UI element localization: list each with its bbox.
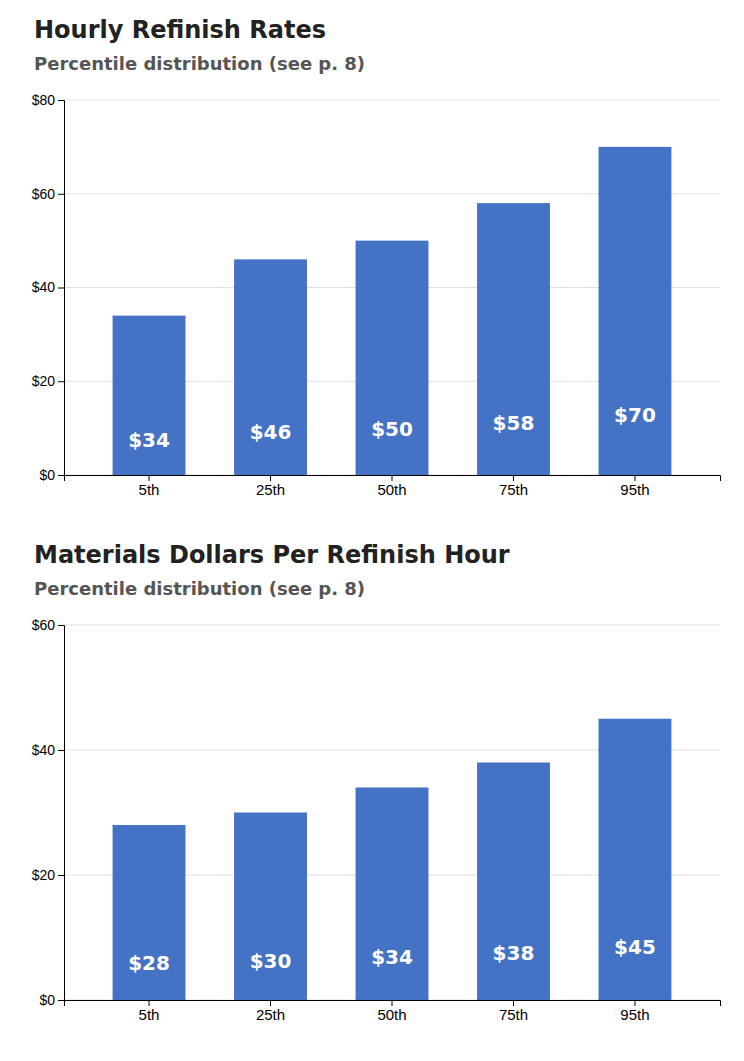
- y-tick: $40: [32, 279, 64, 295]
- y-tick-label: $0: [39, 992, 55, 1008]
- y-tick-label: $60: [32, 617, 56, 633]
- y-tick-mark: [58, 625, 64, 626]
- x-tick: 95th: [620, 1000, 649, 1023]
- y-tick: $40: [32, 742, 64, 758]
- y-tick-mark: [58, 1000, 64, 1001]
- y-tick-label: $40: [32, 742, 56, 758]
- x-tick-label: 5th: [139, 481, 160, 498]
- bar: [356, 788, 429, 1001]
- bar: [477, 763, 550, 1001]
- data-label: $38: [493, 941, 535, 965]
- y-axis-line: [58, 626, 65, 1001]
- bar: [599, 719, 672, 1000]
- grid-line: [64, 100, 720, 101]
- x-tick: 25th: [256, 475, 285, 498]
- bars: [113, 719, 672, 1000]
- y-tick: $20: [32, 867, 64, 883]
- x-tick-label: 95th: [620, 481, 649, 498]
- y-tick-label: $60: [32, 186, 56, 202]
- y-tick-label: $0: [39, 467, 55, 483]
- x-tick-label: 25th: [256, 1006, 285, 1023]
- y-tick-mark: [58, 875, 64, 876]
- data-label: $46: [250, 420, 292, 444]
- y-tick: $0: [39, 992, 64, 1008]
- grid-line: [64, 625, 720, 626]
- bar: [234, 813, 307, 1001]
- x-tick-label: 95th: [620, 1006, 649, 1023]
- y-tick-mark: [58, 750, 64, 751]
- x-tick-label: 75th: [499, 1006, 528, 1023]
- x-tick: 75th: [499, 475, 528, 498]
- x-tick-label: 50th: [377, 481, 406, 498]
- x-tick: 5th: [139, 1000, 160, 1023]
- bar: [113, 316, 186, 475]
- x-tick: 25th: [256, 1000, 285, 1023]
- x-tick: 75th: [499, 1000, 528, 1023]
- data-label: $50: [371, 417, 413, 441]
- y-axis: $0 $20 $40 $60: [32, 617, 65, 1008]
- x-tick-label: 50th: [377, 1006, 406, 1023]
- y-tick: $60: [32, 186, 64, 202]
- data-label: $34: [371, 945, 413, 969]
- chart-subtitle: Percentile distribution (see p. 8): [34, 578, 365, 599]
- y-tick-label: $20: [32, 867, 56, 883]
- x-tick-label: 25th: [256, 481, 285, 498]
- x-tick-label: 5th: [139, 1006, 160, 1023]
- data-label: $70: [614, 403, 656, 427]
- x-tick: 50th: [377, 1000, 406, 1023]
- data-label: $34: [128, 428, 170, 452]
- y-tick-mark: [58, 475, 64, 476]
- y-tick-label: $40: [32, 279, 56, 295]
- y-tick: $80: [32, 92, 64, 108]
- data-label: $30: [250, 949, 292, 973]
- data-label: $58: [493, 411, 535, 435]
- bars: [113, 147, 672, 475]
- y-tick-label: $80: [32, 92, 56, 108]
- chart-panel: Hourly Refinish Rates Percentile distribu…: [32, 16, 721, 498]
- bar: [234, 259, 307, 475]
- y-tick: $60: [32, 617, 64, 633]
- bar: [477, 203, 550, 475]
- x-tick: 5th: [139, 475, 160, 498]
- data-labels: $28 $30 $34 $38 $45: [128, 935, 656, 975]
- chart-title: Hourly Refinish Rates: [34, 16, 326, 44]
- data-labels: $34 $46 $50 $58 $70: [128, 403, 656, 452]
- bar: [356, 241, 429, 475]
- y-tick-mark: [58, 381, 64, 382]
- y-tick-mark: [58, 288, 64, 289]
- x-axis: 5th 25th 50th 75th 95th: [65, 1000, 721, 1023]
- y-tick: $0: [39, 467, 64, 483]
- chart-panel: Materials Dollars Per Refinish Hour Perce…: [32, 541, 721, 1023]
- chart-canvas: Hourly Refinish Rates Percentile distribu…: [0, 0, 744, 1061]
- x-tick: 50th: [377, 475, 406, 498]
- chart-subtitle: Percentile distribution (see p. 8): [34, 53, 365, 74]
- y-tick-label: $20: [32, 373, 56, 389]
- x-axis: 5th 25th 50th 75th 95th: [65, 475, 721, 498]
- y-axis-line: [58, 101, 65, 476]
- grid: [64, 625, 720, 1000]
- y-axis: $0 $20 $40 $60 $80: [32, 92, 65, 483]
- x-tick-label: 75th: [499, 481, 528, 498]
- chart-title: Materials Dollars Per Refinish Hour: [34, 541, 510, 569]
- bar: [113, 825, 186, 1000]
- data-label: $28: [128, 951, 170, 975]
- data-label: $45: [614, 935, 656, 959]
- bar: [599, 147, 672, 475]
- y-tick-mark: [58, 100, 64, 101]
- x-tick: 95th: [620, 475, 649, 498]
- grid: [64, 100, 720, 475]
- y-tick: $20: [32, 373, 64, 389]
- y-tick-mark: [58, 194, 64, 195]
